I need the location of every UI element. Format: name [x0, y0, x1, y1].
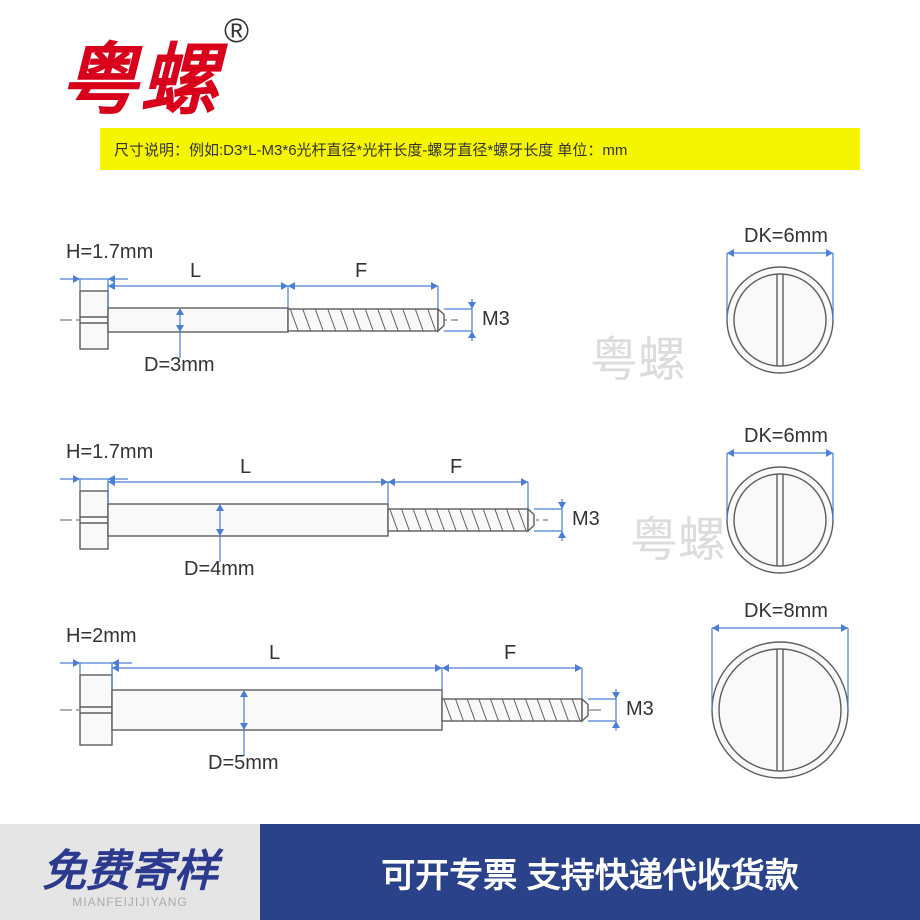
screw-diagram-3	[0, 600, 920, 800]
footer-right-panel: 可开专票 支持快递代收货款	[260, 824, 920, 920]
label-L-2: L	[240, 456, 251, 479]
label-H-3: H=2mm	[66, 625, 137, 648]
label-H-1: H=1.7mm	[66, 241, 153, 264]
spec-description-bar: 尺寸说明：例如:D3*L-M3*6光杆直径*光杆长度-螺牙直径*螺牙长度 单位：…	[100, 128, 860, 170]
registered-mark: ®	[224, 12, 251, 50]
label-D-2: D=4mm	[184, 558, 255, 581]
footer-left-panel: 免费寄样 MIANFEIJIJIYANG	[0, 824, 260, 920]
label-F-1: F	[355, 260, 367, 283]
label-M-3: M3	[626, 698, 654, 721]
brand-logo: 粤螺®	[60, 18, 251, 130]
footer-free-sample: 免费寄样	[42, 835, 218, 899]
label-DK-3: DK=8mm	[744, 600, 828, 623]
label-M-2: M3	[572, 508, 600, 531]
label-F-3: F	[504, 642, 516, 665]
label-H-2: H=1.7mm	[66, 441, 153, 464]
label-L-3: L	[269, 642, 280, 665]
label-DK-1: DK=6mm	[744, 225, 828, 248]
label-M-1: M3	[482, 308, 510, 331]
spec-text: 尺寸说明：例如:D3*L-M3*6光杆直径*光杆长度-螺牙直径*螺牙长度 单位：…	[114, 139, 627, 160]
label-L-1: L	[190, 260, 201, 283]
label-F-2: F	[450, 456, 462, 479]
footer-info: 可开专票 支持快递代收货款	[381, 848, 798, 897]
footer-banner: 免费寄样 MIANFEIJIJIYANG 可开专票 支持快递代收货款	[0, 824, 920, 920]
label-DK-2: DK=6mm	[744, 425, 828, 448]
label-D-3: D=5mm	[208, 752, 279, 775]
brand-name: 粤螺	[60, 36, 220, 124]
footer-free-sample-pinyin: MIANFEIJIJIYANG	[72, 895, 187, 909]
label-D-1: D=3mm	[144, 354, 215, 377]
